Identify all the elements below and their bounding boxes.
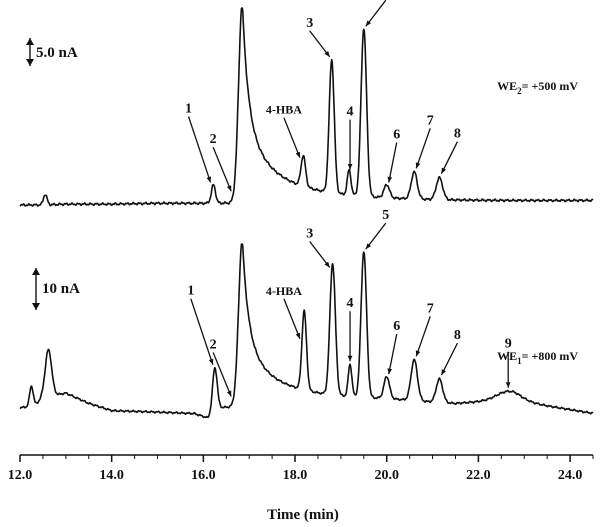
annotation-label: 9 (505, 337, 512, 352)
annotation-label: 4 (347, 105, 354, 120)
annotation-arrow (388, 142, 398, 183)
x-tick-label: 16.0 (191, 468, 216, 483)
scale-bar-bottom: 10 nA (32, 268, 80, 310)
annotation: 8 (440, 127, 461, 174)
annotation-arrowhead (226, 185, 232, 192)
annotation: 5 (365, 208, 389, 250)
annotation: 8 (440, 328, 461, 376)
annotation-label: 7 (427, 301, 434, 316)
annotation-label: 3 (306, 16, 313, 31)
annotation: 2 (210, 337, 232, 397)
annotation-label: 1 (187, 284, 194, 299)
annotation-label: 8 (454, 127, 461, 142)
annotation: 4-HBA (266, 103, 302, 158)
annotation-arrow (212, 352, 232, 397)
annotation-label: 7 (427, 113, 434, 128)
x-axis: 12.0 14.0 16.0 18.0 20.0 22.0 24.0 (8, 454, 594, 483)
scale-bar-top: 5.0 nA (26, 38, 78, 66)
annotation-arrowhead (295, 151, 301, 158)
annotation-arrowhead (324, 261, 330, 268)
electrode-label-bottom: WE1= +800 mV (497, 349, 578, 366)
x-axis-label: Time (min) (267, 507, 339, 523)
annotation-arrowhead (441, 369, 446, 376)
annotation-arrowhead (415, 350, 421, 357)
annotation-arrow (283, 117, 301, 158)
annotation-arrow (190, 298, 214, 365)
annotation-label: 6 (393, 319, 400, 334)
annotation-arrow (440, 342, 459, 376)
annotation-arrow (415, 316, 431, 357)
annotation: 1 (185, 101, 212, 183)
x-tick-label: 22.0 (466, 468, 491, 483)
scale-bar-label: 5.0 nA (36, 45, 78, 61)
annotation-label: 2 (210, 132, 217, 147)
annotation: 4 (347, 105, 354, 170)
annotation-arrowhead (324, 51, 330, 57)
annotation-arrowhead (206, 176, 211, 183)
annotation-arrowhead (415, 162, 421, 169)
x-tick-label: 18.0 (283, 468, 308, 483)
annotation-arrowhead (387, 368, 393, 375)
chart-panels: 1 2 4-HBA 3 4 5 6 7 8 5.0 nA WE2= +500 mV 1 2 4-HBA 3 4… (19, 0, 594, 419)
annotation: 9 (505, 337, 512, 388)
annotation-label: 4-HBA (266, 284, 302, 298)
scale-bar-arrow-up (26, 38, 34, 45)
annotation: 7 (415, 113, 434, 169)
annotation-arrowhead (347, 355, 353, 362)
annotation-label: 8 (454, 328, 461, 343)
trace-bottom (19, 243, 594, 419)
annotation: 7 (415, 301, 434, 357)
annotation-label: 5 (382, 208, 389, 223)
annotation-label: 4-HBA (266, 103, 302, 117)
annotation-arrow (187, 116, 212, 183)
scale-bar-arrow-down (32, 303, 40, 310)
annotation: 4 (347, 296, 354, 362)
annotation-arrowhead (505, 382, 511, 388)
annotation: 3 (306, 16, 331, 58)
panel-top: 1 2 4-HBA 3 4 5 6 7 8 5.0 nA WE2= +500 mV (19, 0, 594, 207)
annotation-arrowhead (441, 167, 446, 174)
electrode-label-top: WE2= +500 mV (497, 79, 578, 96)
x-tick-label: 14.0 (99, 468, 124, 483)
x-tick-label: 12.0 (8, 468, 33, 483)
annotation-arrow (415, 128, 431, 169)
annotation-label: 4 (347, 296, 354, 311)
annotation: 2 (210, 132, 232, 192)
annotation-arrow (440, 141, 459, 174)
x-tick-label: 20.0 (374, 468, 399, 483)
annotation: 3 (306, 226, 331, 268)
x-tick-label: 24.0 (558, 468, 583, 483)
annotation-arrow (388, 334, 398, 375)
annotation-label: 3 (306, 226, 313, 241)
annotation-arrowhead (365, 243, 372, 250)
annotation: 6 (387, 128, 400, 183)
scale-bar-arrow-down (26, 59, 34, 66)
annotation: 6 (387, 319, 400, 375)
annotation: 4-HBA (266, 284, 302, 340)
annotation: 5 (365, 0, 389, 27)
annotation-label: 1 (185, 101, 192, 116)
annotation-arrow (283, 298, 301, 340)
annotation-arrowhead (295, 332, 301, 339)
annotation-label: 2 (210, 337, 217, 352)
annotation-arrowhead (387, 176, 393, 183)
scale-bar-label: 10 nA (42, 281, 80, 297)
annotation-label: 6 (393, 128, 400, 143)
annotation-arrowhead (208, 358, 214, 365)
annotation-arrow (212, 146, 232, 192)
annotation-arrowhead (226, 390, 232, 397)
annotation-arrowhead (365, 20, 372, 27)
panel-bottom: 1 2 4-HBA 3 4 5 6 7 8 9 10 nA WE1= +800 mV (19, 208, 594, 419)
annotation: 1 (187, 284, 214, 365)
scale-bar-arrow-up (32, 268, 40, 275)
annotation-arrowhead (347, 164, 353, 170)
trace-top (19, 7, 594, 207)
